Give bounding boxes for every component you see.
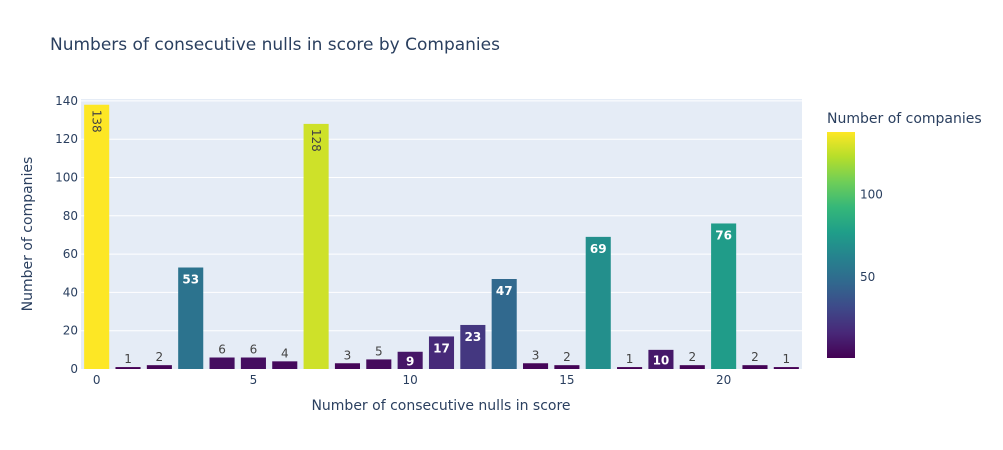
chart-title: Numbers of consecutive nulls in score by…: [50, 35, 500, 55]
colorbar-title: Number of companies: [827, 111, 982, 127]
bar: [742, 365, 768, 369]
bar: [84, 104, 110, 369]
x-tick-label: 15: [559, 373, 574, 387]
colorbar-tick-label: 50: [860, 270, 875, 284]
y-axis-ticks: 0 20 40 60 80 100 120 140: [55, 94, 78, 376]
bar: [585, 236, 611, 369]
bar-value-label: 6: [218, 343, 226, 357]
bar-value-label: 9: [406, 354, 414, 368]
bar-value-label: 1: [124, 352, 132, 366]
bar: [460, 324, 486, 369]
bar-value-label: 23: [464, 330, 481, 344]
bar: [146, 365, 172, 369]
bar-value-label: 76: [715, 228, 732, 242]
bar-value-label: 47: [496, 284, 513, 298]
bar-value-label: 3: [344, 348, 352, 362]
bar-value-label: 10: [653, 353, 670, 367]
x-tick-label: 0: [93, 373, 101, 387]
bar: [679, 365, 705, 369]
bar: [397, 351, 423, 369]
x-axis-title: Number of consecutive nulls in score: [311, 398, 570, 414]
bar: [334, 363, 360, 369]
y-tick-label: 40: [63, 285, 78, 299]
bar-value-label: 2: [751, 350, 759, 364]
bar-value-label: 3: [532, 348, 540, 362]
bar: [491, 279, 517, 369]
colorbar-ticks: 50 100: [860, 188, 883, 284]
colorbar-tick-label: 100: [860, 188, 883, 202]
bar-value-label: 6: [250, 343, 258, 357]
bar: [303, 123, 329, 369]
bar: [711, 223, 737, 369]
y-tick-label: 80: [63, 209, 78, 223]
bar-value-label: 53: [182, 273, 199, 287]
bar-value-label: 128: [309, 129, 323, 152]
bar-value-label: 4: [281, 346, 289, 360]
bars: [84, 104, 799, 369]
x-axis-ticks: 0 5 10 15 20: [93, 373, 731, 387]
bar: [428, 336, 455, 369]
bar: [554, 365, 580, 369]
y-axis-title: Number of companies: [20, 157, 36, 312]
bar: [366, 359, 392, 369]
bar-value-label: 69: [590, 242, 607, 256]
y-tick-label: 140: [55, 94, 78, 108]
bar: [617, 367, 643, 369]
y-tick-label: 120: [55, 132, 78, 146]
bar: [178, 267, 204, 369]
bar: [773, 367, 799, 369]
y-tick-label: 0: [70, 362, 78, 376]
bar-labels: 138 1 2 53 6 6 4 128 3 5 9 17 23 47 3 2 69 1 10 2 76 2 1: [90, 110, 790, 369]
bar: [272, 361, 298, 369]
bar-value-label: 1: [626, 352, 634, 366]
bar-value-label: 2: [563, 350, 571, 364]
y-tick-label: 60: [63, 247, 78, 261]
x-tick-label: 20: [716, 373, 731, 387]
bar: [115, 367, 141, 369]
y-tick-label: 100: [55, 171, 78, 185]
bar-value-label: 5: [375, 344, 383, 358]
bar-value-label: 2: [688, 350, 696, 364]
bar-value-label: 17: [433, 341, 450, 355]
bar-value-label: 1: [783, 352, 791, 366]
y-tick-label: 20: [63, 324, 78, 338]
x-tick-label: 10: [403, 373, 418, 387]
colorbar: [827, 132, 855, 358]
x-tick-label: 5: [250, 373, 258, 387]
bar: [209, 357, 235, 369]
bar-value-label: 138: [90, 110, 104, 133]
bar-value-label: 2: [156, 350, 164, 364]
bar: [523, 363, 549, 369]
bar: [648, 349, 674, 369]
bar: [240, 357, 266, 369]
